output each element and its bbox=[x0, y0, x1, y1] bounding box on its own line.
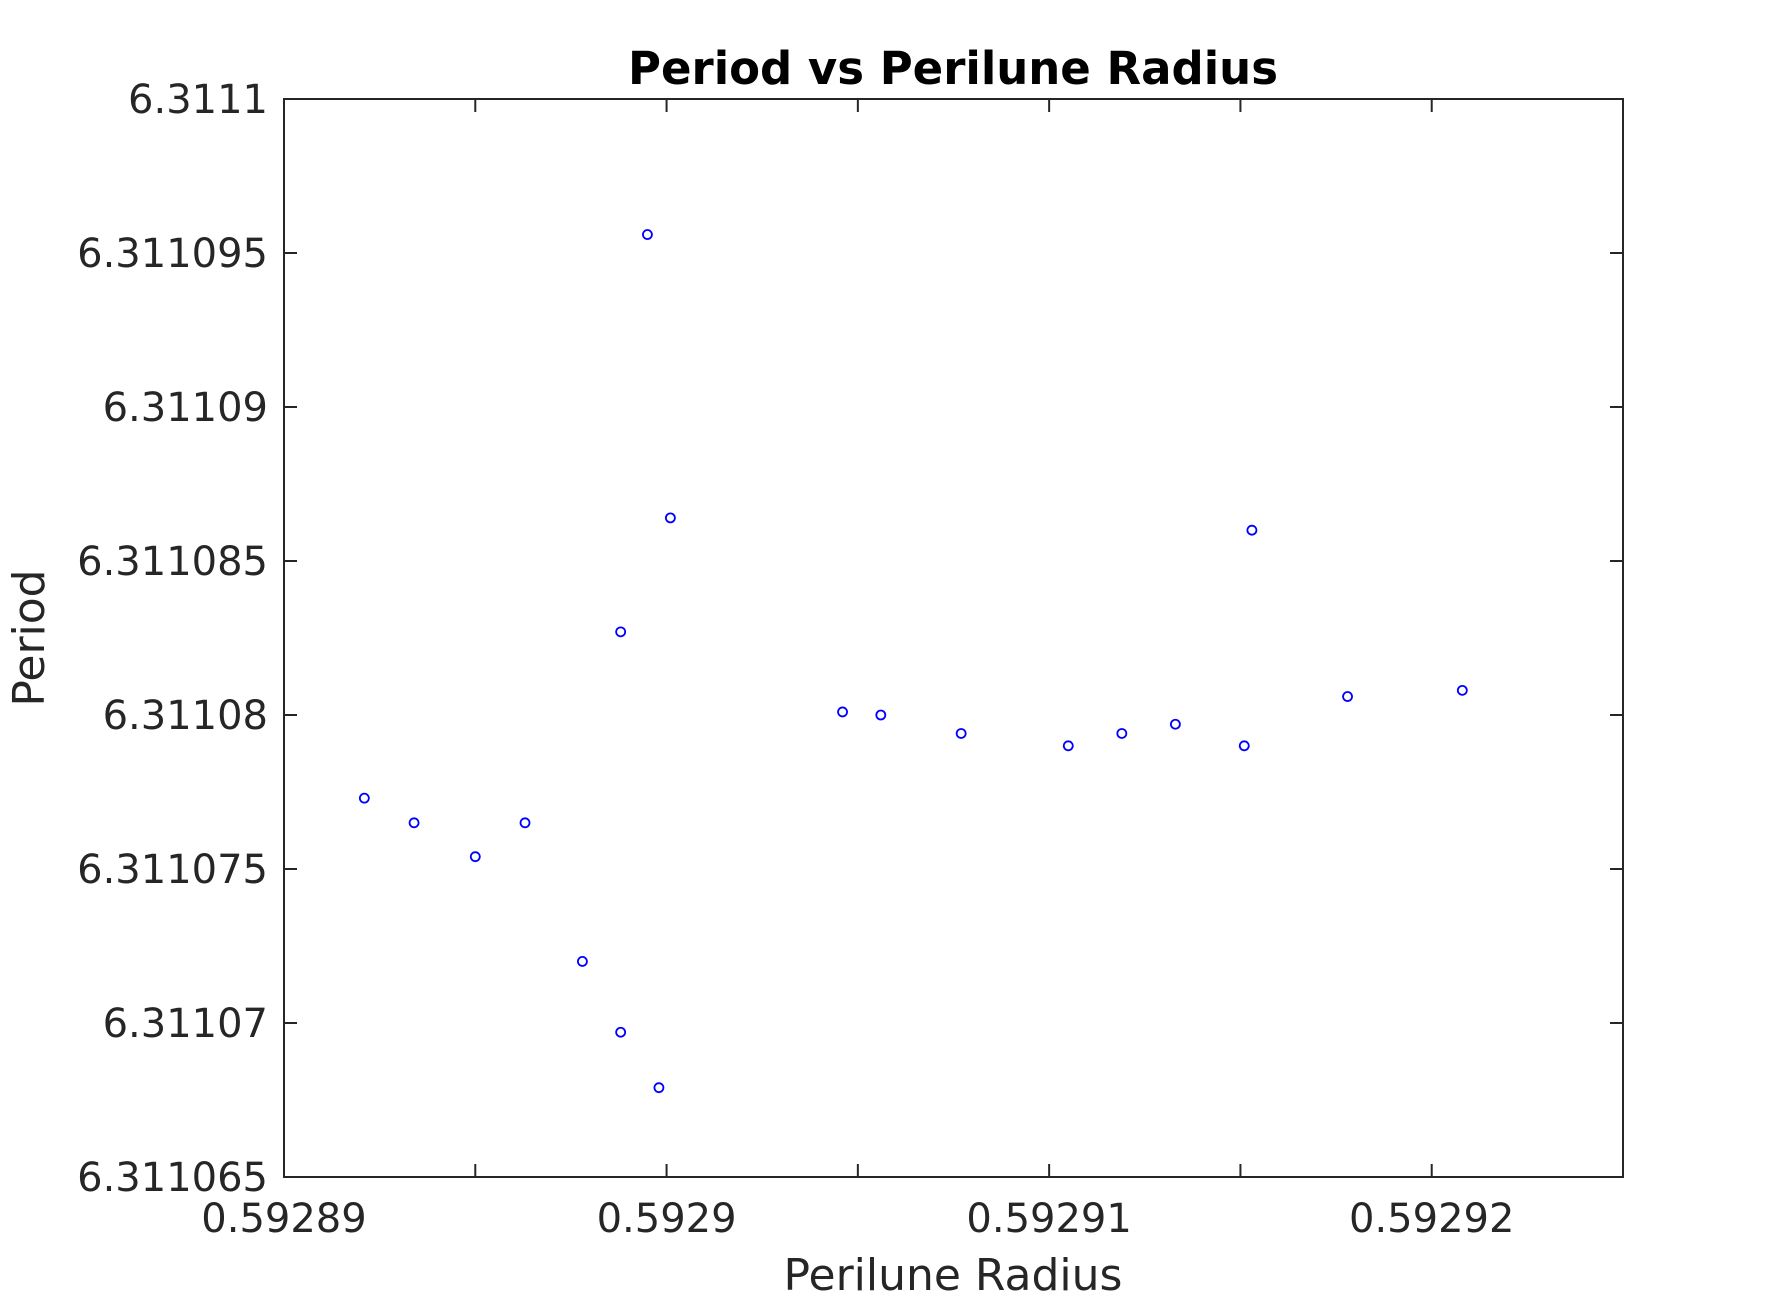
data-point-18 bbox=[1342, 691, 1353, 702]
data-point-17 bbox=[1246, 524, 1258, 536]
x-tick-label: 0.5929 bbox=[597, 1196, 737, 1242]
x-tick-label: 0.59291 bbox=[966, 1196, 1131, 1242]
chart-title: Period vs Perilune Radius bbox=[628, 42, 1278, 95]
data-point-15 bbox=[1169, 718, 1181, 730]
y-axis-label: Period bbox=[4, 569, 55, 706]
data-point-4 bbox=[577, 956, 588, 967]
y-tick-label: 6.311095 bbox=[77, 231, 268, 277]
plot-area bbox=[284, 99, 1623, 1177]
y-tick-label: 6.311065 bbox=[77, 1155, 268, 1201]
data-point-2 bbox=[469, 851, 481, 863]
x-axis-label: Perilune Radius bbox=[784, 1250, 1123, 1301]
y-tick-label: 6.311085 bbox=[77, 539, 268, 585]
data-point-14 bbox=[1116, 728, 1128, 739]
data-point-12 bbox=[955, 728, 967, 739]
data-point-5 bbox=[615, 1026, 627, 1038]
data-point-13 bbox=[1062, 740, 1074, 752]
y-tick-label: 6.311075 bbox=[77, 847, 268, 893]
data-point-3 bbox=[519, 817, 531, 829]
data-point-11 bbox=[875, 709, 887, 721]
y-tick-label: 6.31109 bbox=[103, 385, 268, 431]
data-point-7 bbox=[642, 229, 653, 240]
data-point-19 bbox=[1456, 684, 1468, 696]
plot-frame bbox=[283, 98, 1624, 1178]
data-point-1 bbox=[408, 817, 420, 829]
data-point-6 bbox=[615, 626, 627, 638]
y-tick-label: 6.31107 bbox=[103, 1001, 268, 1047]
data-point-0 bbox=[358, 792, 370, 804]
x-tick-label: 0.59289 bbox=[201, 1196, 366, 1242]
data-point-9 bbox=[664, 512, 676, 524]
y-tick-label: 6.31108 bbox=[103, 693, 268, 739]
y-tick-label: 6.3111 bbox=[128, 77, 268, 123]
data-points bbox=[358, 229, 1468, 1094]
data-point-16 bbox=[1238, 740, 1250, 752]
tick-labels: 0.59289 0.5929 0.59291 0.59292 6.311065 6.311… bbox=[77, 77, 1514, 1242]
data-point-10 bbox=[837, 706, 848, 718]
x-tick-label: 0.59292 bbox=[1349, 1196, 1514, 1242]
data-point-8 bbox=[653, 1082, 665, 1094]
